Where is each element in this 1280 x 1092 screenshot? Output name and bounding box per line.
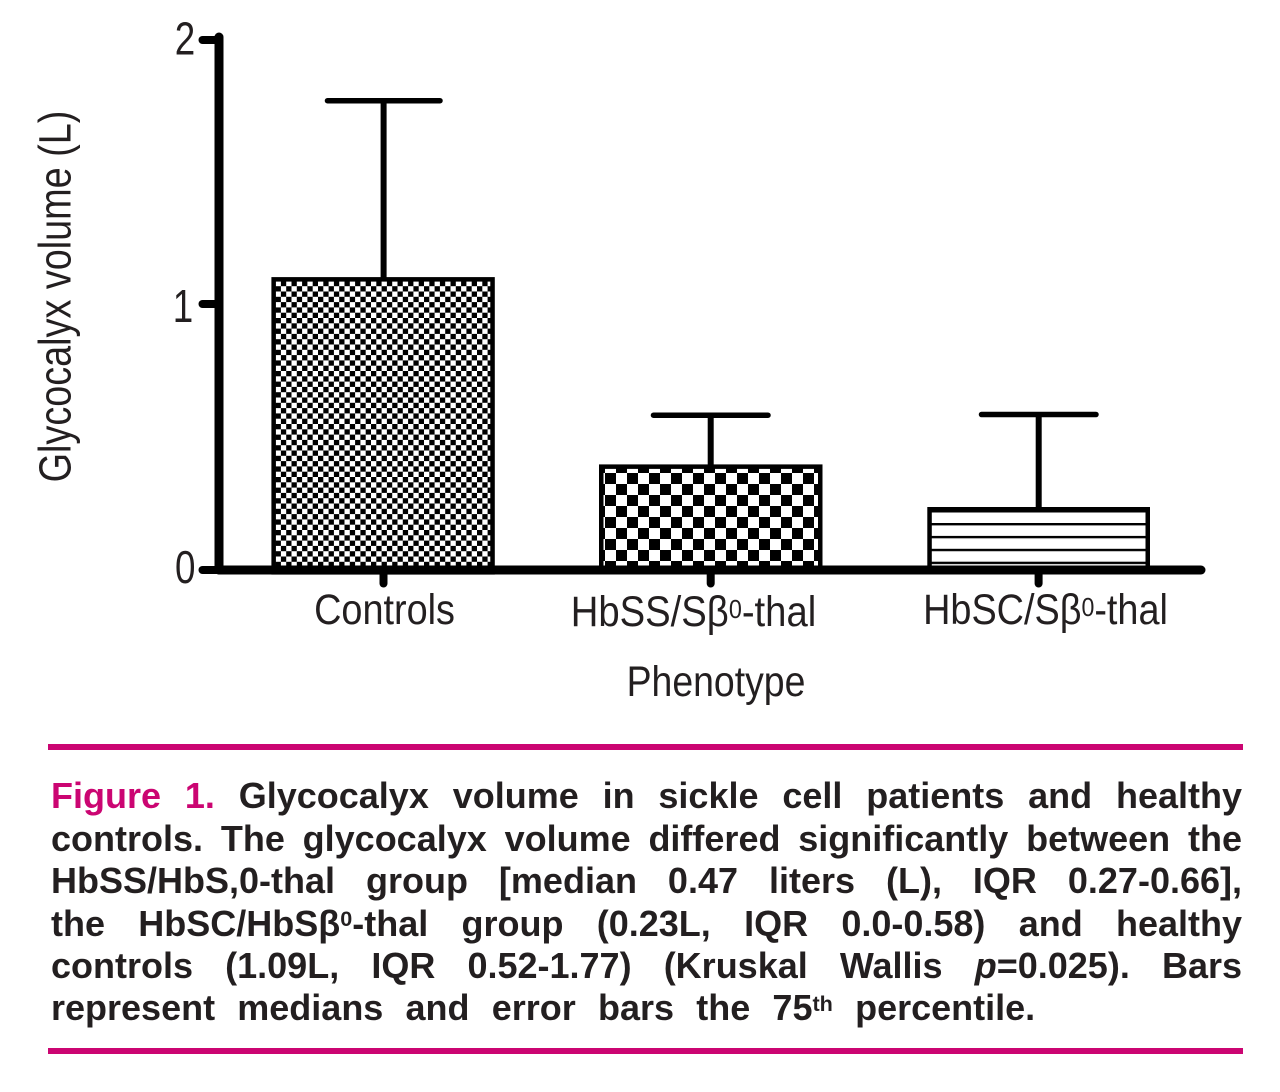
svg-text:Phenotype: Phenotype [627, 659, 806, 706]
svg-text:2: 2 [175, 13, 195, 65]
svg-text:HbSC/Sβ0-thal: HbSC/Sβ0-thal [923, 586, 1168, 634]
svg-text:1: 1 [173, 280, 193, 332]
svg-text:HbSS/Sβ0-thal: HbSS/Sβ0-thal [571, 587, 816, 635]
svg-text:0: 0 [175, 541, 195, 593]
svg-text:Controls: Controls [314, 586, 455, 634]
svg-text:Glycocalyx volume (L): Glycocalyx volume (L) [29, 111, 80, 483]
